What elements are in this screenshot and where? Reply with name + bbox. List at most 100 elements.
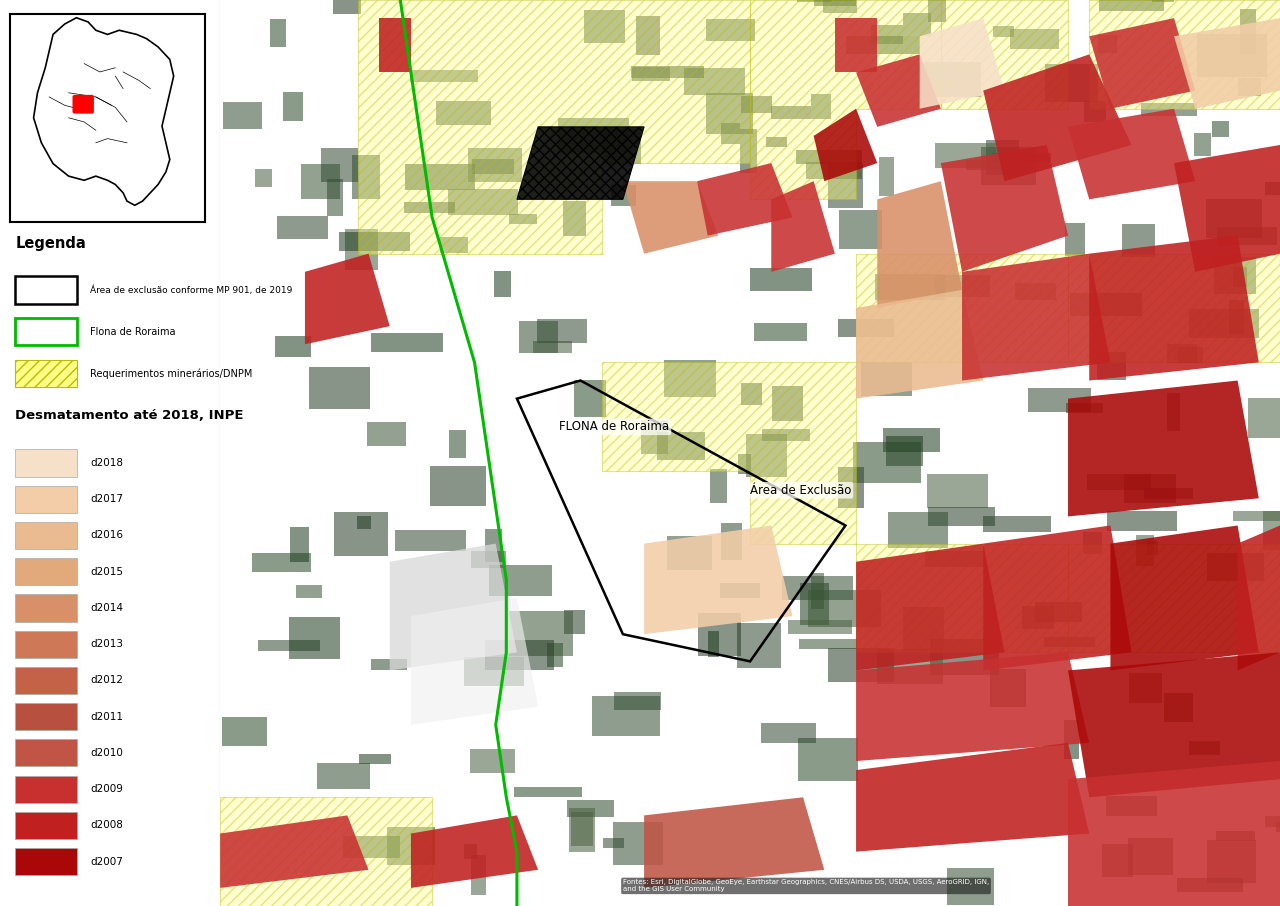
Bar [1084, 101, 1106, 122]
Bar [1248, 398, 1280, 439]
Bar [15, 667, 77, 694]
Bar [1129, 837, 1172, 875]
Bar [1216, 832, 1256, 841]
Polygon shape [814, 109, 877, 181]
Bar [888, 512, 948, 548]
Bar [852, 442, 922, 483]
Polygon shape [1068, 381, 1258, 516]
Bar [1197, 34, 1267, 77]
Bar [737, 454, 751, 474]
Bar [1164, 693, 1193, 721]
Bar [966, 159, 1018, 170]
Bar [1044, 64, 1098, 102]
Bar [991, 669, 1027, 707]
Bar [1102, 843, 1133, 878]
Text: Requerimentos minerários/DNPM: Requerimentos minerários/DNPM [91, 368, 252, 379]
Bar [509, 214, 536, 225]
Bar [904, 607, 943, 651]
Bar [603, 129, 641, 164]
Bar [532, 342, 572, 352]
Bar [558, 119, 628, 152]
Polygon shape [1089, 236, 1258, 381]
Bar [1167, 344, 1197, 362]
Bar [812, 94, 831, 119]
Bar [983, 516, 1051, 532]
Bar [992, 152, 1051, 162]
Bar [275, 336, 311, 357]
Text: d2015: d2015 [91, 566, 123, 577]
Bar [1010, 29, 1059, 49]
Bar [828, 648, 895, 682]
Polygon shape [1068, 761, 1280, 906]
Bar [657, 432, 705, 460]
Bar [296, 585, 323, 598]
Bar [762, 723, 817, 743]
Bar [357, 516, 371, 529]
Bar [746, 434, 787, 477]
Bar [1106, 795, 1157, 816]
Bar [799, 639, 856, 649]
Bar [1213, 256, 1256, 294]
Bar [721, 123, 740, 144]
Bar [705, 92, 753, 133]
Bar [808, 590, 881, 628]
Text: d2016: d2016 [91, 530, 123, 541]
Polygon shape [411, 598, 538, 725]
Bar [1142, 103, 1198, 116]
Polygon shape [1089, 0, 1280, 109]
Polygon shape [1111, 525, 1258, 670]
Bar [283, 92, 303, 120]
Bar [257, 641, 320, 651]
Bar [879, 158, 893, 197]
Bar [404, 164, 475, 189]
Bar [567, 800, 614, 816]
Bar [788, 620, 852, 634]
Bar [797, 0, 832, 2]
Bar [396, 530, 466, 551]
Bar [15, 449, 77, 477]
Bar [1070, 294, 1142, 315]
Bar [846, 36, 919, 53]
Polygon shape [1174, 145, 1280, 272]
Bar [471, 551, 507, 568]
Bar [470, 749, 515, 773]
Bar [410, 71, 477, 82]
Bar [614, 692, 660, 709]
Polygon shape [856, 743, 1089, 852]
Bar [15, 848, 77, 875]
Polygon shape [411, 815, 538, 888]
Bar [613, 822, 663, 864]
Text: Área de exclusão conforme MP 901, de 2019: Área de exclusão conforme MP 901, de 201… [91, 285, 293, 294]
Bar [799, 738, 859, 781]
Bar [667, 535, 712, 570]
Bar [1166, 393, 1180, 431]
Bar [15, 522, 77, 549]
Bar [255, 169, 273, 188]
Bar [1212, 120, 1229, 137]
Bar [1194, 133, 1211, 156]
Bar [448, 188, 518, 215]
Text: FLONA de Roraima: FLONA de Roraima [559, 420, 669, 433]
Bar [919, 62, 982, 97]
Bar [772, 386, 803, 421]
Bar [741, 96, 772, 112]
Text: d2014: d2014 [91, 602, 123, 613]
Bar [1124, 474, 1176, 503]
Text: d2018: d2018 [91, 458, 123, 468]
Bar [1135, 535, 1153, 565]
Polygon shape [856, 290, 983, 399]
Polygon shape [1068, 109, 1196, 199]
Bar [15, 318, 77, 345]
Bar [1107, 512, 1176, 531]
Polygon shape [1068, 254, 1280, 362]
Text: d2012: d2012 [91, 675, 123, 686]
Text: Flona de Roraima: Flona de Roraima [91, 326, 175, 337]
Bar [15, 558, 77, 585]
Bar [1276, 823, 1280, 832]
Text: d2017: d2017 [91, 494, 123, 505]
Bar [1065, 720, 1079, 758]
Bar [15, 486, 77, 513]
Bar [684, 69, 745, 95]
Polygon shape [941, 0, 1068, 109]
Bar [1189, 309, 1260, 338]
